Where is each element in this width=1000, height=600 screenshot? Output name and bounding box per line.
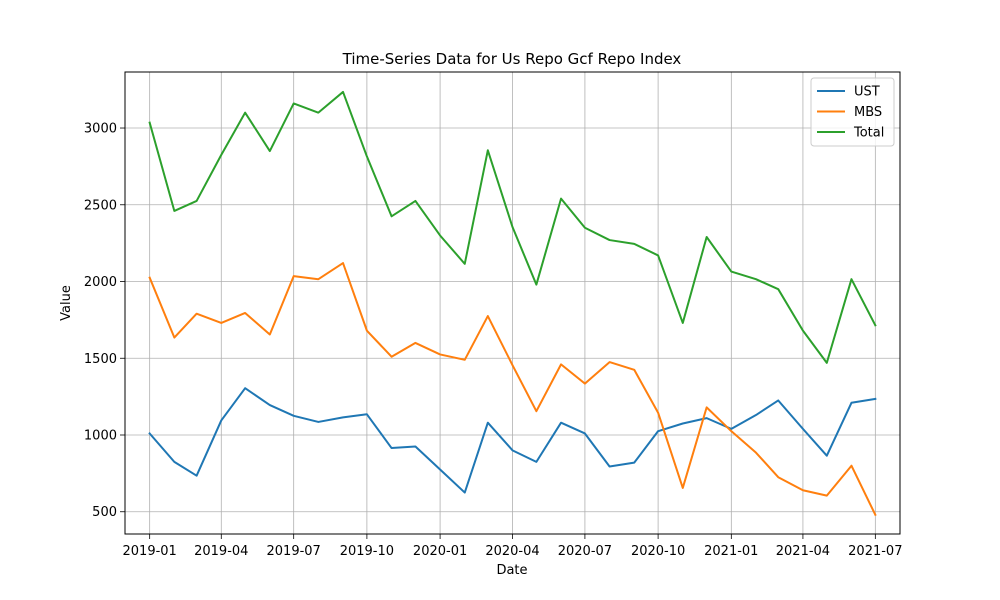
x-tick-label: 2020-01 [413, 544, 467, 559]
x-tick-label: 2020-04 [485, 544, 539, 559]
y-tick-label: 500 [92, 505, 117, 520]
x-tick-label: 2021-07 [848, 544, 902, 559]
y-tick-label: 2500 [84, 198, 117, 213]
y-tick-label: 1500 [84, 352, 117, 367]
legend-label-ust: UST [854, 85, 880, 100]
chart-title: Time-Series Data for Us Repo Gcf Repo In… [342, 50, 682, 68]
x-tick-label: 2019-01 [123, 544, 177, 559]
y-tick-label: 1000 [84, 429, 117, 444]
legend-label-mbs: MBS [854, 105, 882, 120]
y-tick-label: 2000 [84, 275, 117, 290]
x-tick-label: 2020-07 [558, 544, 612, 559]
x-axis-label: Date [496, 563, 527, 578]
legend: UST MBS Total [810, 77, 895, 147]
x-tick-label: 2019-10 [340, 544, 394, 559]
legend-box [810, 77, 895, 147]
x-tick-label: 2020-10 [631, 544, 685, 559]
y-tick-label: 3000 [84, 122, 117, 137]
series-lines [148, 90, 877, 517]
series-line-ust [148, 387, 877, 494]
x-axis: 2019-01 2019-04 2019-07 2019-10 2020-01 2020-… [123, 534, 902, 559]
series-line-mbs [148, 262, 877, 517]
x-tick-label: 2019-04 [194, 544, 248, 559]
x-tick-label: 2021-04 [776, 544, 830, 559]
y-axis: 500 1000 1500 2000 2500 3000 [84, 122, 125, 520]
y-axis-label: Value [59, 285, 74, 321]
x-tick-label: 2021-01 [704, 544, 758, 559]
legend-label-total: Total [853, 126, 884, 141]
grid [125, 72, 900, 534]
x-tick-label: 2019-07 [267, 544, 321, 559]
series-line-total [148, 90, 877, 364]
